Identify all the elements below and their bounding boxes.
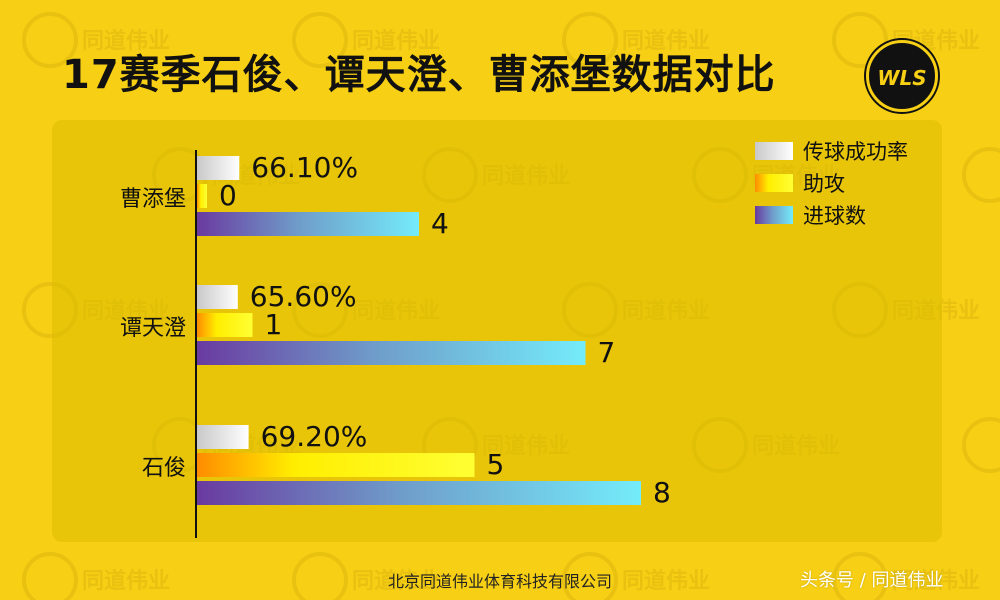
data-label: 69.20% <box>261 420 368 453</box>
data-label: 65.60% <box>250 280 357 313</box>
legend-swatch <box>755 206 793 224</box>
bar-assists <box>197 313 253 337</box>
legend-swatch <box>755 142 793 160</box>
data-label: 5 <box>487 448 505 481</box>
data-label: 7 <box>598 336 616 369</box>
data-label: 4 <box>431 207 449 240</box>
data-label: 8 <box>653 476 671 509</box>
bar-pass-rate <box>197 425 249 449</box>
legend-label: 传球成功率 <box>803 140 908 164</box>
bar-assists <box>197 453 475 477</box>
bar-assists <box>197 184 207 208</box>
source-credit: 头条号 / 同道伟业 <box>800 570 944 591</box>
category-label: 曹添堡 <box>120 187 186 212</box>
category-label: 石俊 <box>142 456 186 481</box>
bar-goals <box>197 212 419 236</box>
legend-label: 进球数 <box>803 204 866 228</box>
logo-text: WLS <box>877 66 927 90</box>
bar-goals <box>197 481 641 505</box>
category-label: 谭天澄 <box>120 316 186 341</box>
legend-swatch <box>755 174 793 192</box>
data-label: 1 <box>265 308 283 341</box>
data-label: 0 <box>219 179 237 212</box>
data-label: 66.10% <box>251 151 358 184</box>
bar-goals <box>197 341 586 365</box>
company-footer: 北京同道伟业体育科技有限公司 <box>387 572 612 591</box>
bar-pass-rate <box>197 156 240 180</box>
legend-label: 助攻 <box>803 172 845 196</box>
wls-logo: WLS <box>866 40 938 112</box>
bar-pass-rate <box>197 285 238 309</box>
page-title: 17赛季石俊、谭天澄、曹添堡数据对比 <box>62 52 776 98</box>
